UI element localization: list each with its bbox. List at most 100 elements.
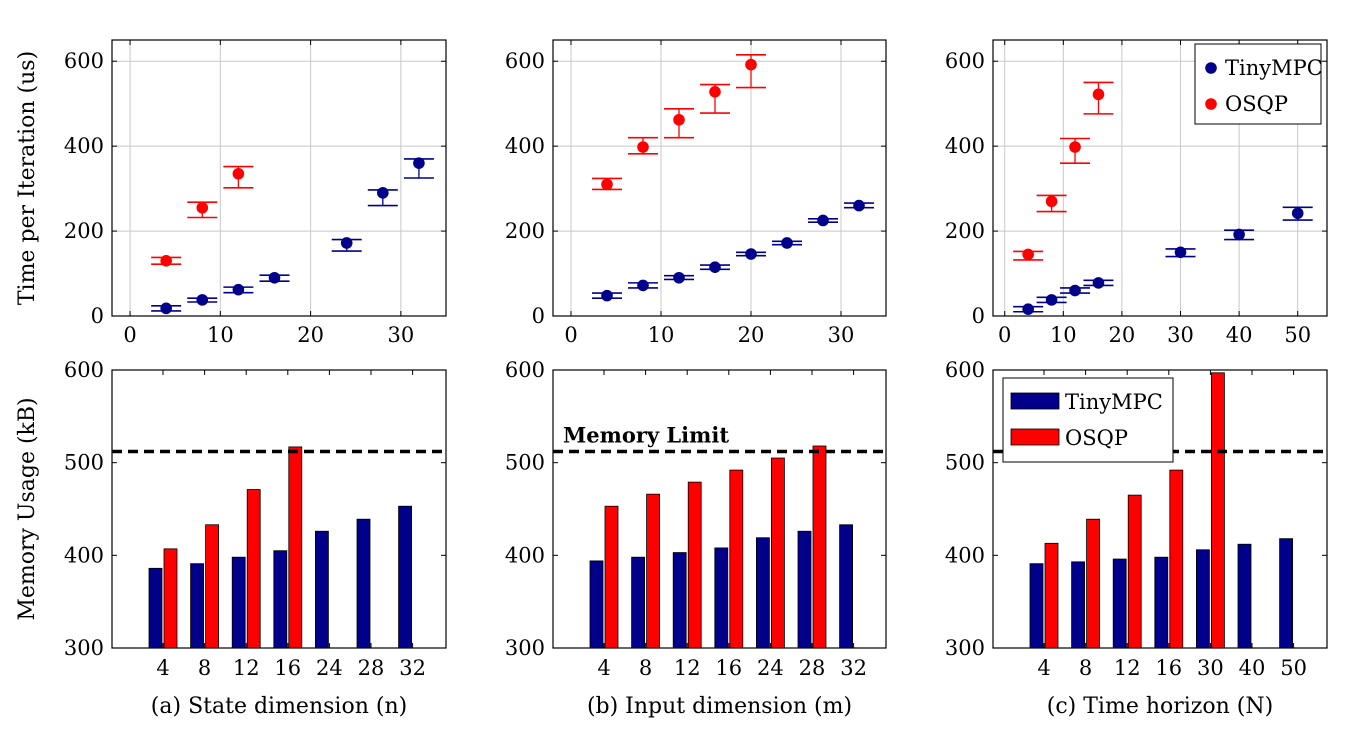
y-tick-label: 600 (64, 49, 104, 73)
data-point (1069, 141, 1081, 153)
panel-caption: (c) Time horizon (N) (1047, 694, 1273, 719)
data-point (160, 302, 172, 315)
category-label: 16 (715, 656, 742, 680)
y-tick-label: 600 (505, 358, 545, 382)
data-point (268, 271, 281, 284)
data-point (601, 178, 613, 191)
category-label: 8 (639, 656, 652, 680)
category-label: 32 (399, 656, 426, 680)
data-point (1233, 228, 1245, 241)
category-label: 28 (799, 656, 826, 680)
chart-b-mem: 300 400 500 600 4 8 12 16 24 28 32 Memory Limit (b) … (505, 358, 887, 719)
category-label: 8 (198, 656, 211, 680)
y-tick-label: 300 (505, 636, 545, 660)
y-tick-label: 400 (945, 543, 985, 567)
chart-c-mem: 300 400 500 600 4 8 12 16 30 40 50 TinyMPC OSQP (c) T… (945, 358, 1328, 719)
series-osqp (1013, 81, 1114, 261)
x-tick-label: 30 (828, 323, 855, 347)
series-tinympc (1013, 206, 1313, 316)
y-tick-label: 400 (505, 134, 545, 158)
data-point (853, 199, 865, 212)
series-tinympc (592, 199, 874, 302)
y-tick-label: 400 (945, 134, 985, 158)
bar (672, 552, 687, 649)
chart-b-time: 0 10 20 30 0 200 400 600 (505, 39, 887, 347)
series-tinympc (589, 524, 853, 649)
y-tick-label: 600 (505, 49, 545, 73)
y-tick-label: 0 (532, 304, 545, 328)
data-point (637, 279, 649, 292)
y-tick-label: 400 (505, 543, 545, 567)
category-label: 12 (1114, 656, 1141, 680)
chart-c-time: 0 10 20 30 40 50 0 200 400 600 TinyMPC OSQP (945, 39, 1328, 347)
bar (163, 548, 178, 649)
bar (1044, 542, 1059, 649)
y-tick-label: 300 (945, 636, 985, 660)
x-tick-label: 20 (738, 323, 765, 347)
data-point (673, 271, 685, 284)
bar (714, 547, 729, 649)
bar (1086, 518, 1100, 649)
data-point (1092, 88, 1105, 101)
category-label: 16 (274, 656, 301, 680)
data-point (232, 167, 245, 180)
series-osqp (592, 54, 766, 191)
category-label: 12 (674, 656, 701, 680)
data-point (709, 86, 721, 98)
bar (604, 505, 619, 649)
bar (1071, 561, 1085, 649)
x-tick-label: 20 (297, 323, 324, 347)
legend-swatch (1010, 392, 1060, 410)
series-osqp (604, 445, 827, 649)
data-point (673, 114, 685, 126)
legend-label: OSQP (1065, 426, 1128, 450)
data-point (1022, 303, 1034, 316)
legend-swatch (1010, 428, 1060, 446)
legend-label: TinyMPC (1065, 390, 1163, 414)
category-label: 32 (840, 656, 867, 680)
x-tick-label: 30 (1167, 323, 1194, 347)
y-tick-label: 500 (505, 451, 545, 475)
bar (729, 469, 744, 649)
y-tick-label: 200 (945, 219, 985, 243)
x-tick-label: 0 (123, 323, 136, 347)
x-tick-label: 0 (564, 323, 577, 347)
bar (756, 537, 770, 649)
bar (687, 481, 702, 649)
data-point (781, 237, 793, 249)
category-label: 8 (1079, 656, 1092, 680)
bar (148, 567, 163, 649)
category-label: 30 (1197, 656, 1224, 680)
x-tick-label: 10 (648, 323, 675, 347)
legend-marker (1205, 62, 1217, 74)
data-point (1174, 246, 1187, 259)
bar (797, 530, 812, 649)
data-point (817, 214, 829, 227)
bar (356, 518, 371, 649)
data-point (745, 248, 757, 260)
series-tinympc (148, 505, 413, 649)
bar (205, 524, 220, 649)
bar (589, 560, 604, 649)
legend-box (1194, 43, 1322, 125)
x-tick-label: 40 (1226, 323, 1253, 347)
y-axis-title: Memory Usage (kB) (15, 397, 40, 620)
series-osqp (151, 165, 254, 267)
bar (1196, 549, 1210, 649)
bar (273, 550, 288, 649)
y-tick-label: 600 (945, 358, 985, 382)
bar (1169, 469, 1184, 649)
panel-caption: (a) State dimension (n) (151, 694, 407, 719)
y-tick-label: 500 (64, 451, 104, 475)
panel-caption: (b) Input dimension (m) (587, 694, 852, 719)
data-point (413, 157, 425, 169)
data-point (1092, 277, 1105, 289)
category-label: 4 (597, 656, 610, 680)
bar (231, 556, 246, 649)
category-label: 16 (1155, 656, 1182, 680)
y-tick-label: 500 (945, 451, 985, 475)
data-point (1022, 248, 1034, 261)
bar (314, 530, 329, 649)
data-point (232, 283, 245, 296)
